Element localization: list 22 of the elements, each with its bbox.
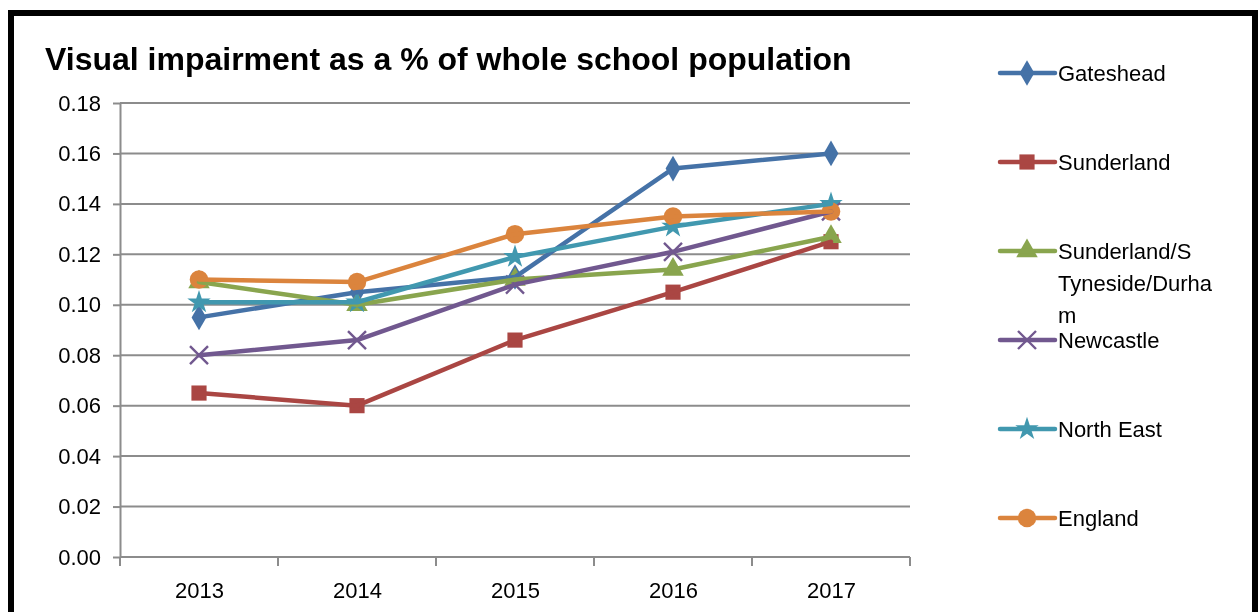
y-tick-label: 0.12 [58,241,101,267]
legend-label: Sunderland [1058,150,1171,175]
x-tick-label: 2017 [807,577,856,603]
legend-label: England [1058,506,1139,531]
y-tick-label: 0.04 [58,443,101,469]
y-tick-label: 0.18 [58,90,101,116]
y-tick-label: 0.00 [58,544,101,570]
x-tick-label: 2016 [649,577,698,603]
x-tick-label: 2013 [175,577,224,603]
chart-title: Visual impairment as a % of whole school population [45,41,852,77]
legend-label: Sunderland/S Tyneside/Durham [1058,239,1213,328]
y-tick-label: 0.02 [58,494,101,520]
x-tick-label: 2015 [491,577,540,603]
x-tick-label: 2014 [333,577,382,603]
y-tick-label: 0.08 [58,342,101,368]
y-tick-label: 0.14 [58,191,101,217]
y-tick-label: 0.10 [58,292,101,318]
y-tick-label: 0.16 [58,140,101,166]
y-tick-label: 0.06 [58,393,101,419]
legend-label: Newcastle [1058,328,1160,353]
legend-label: Gateshead [1058,61,1166,86]
legend-label: North East [1058,417,1162,442]
